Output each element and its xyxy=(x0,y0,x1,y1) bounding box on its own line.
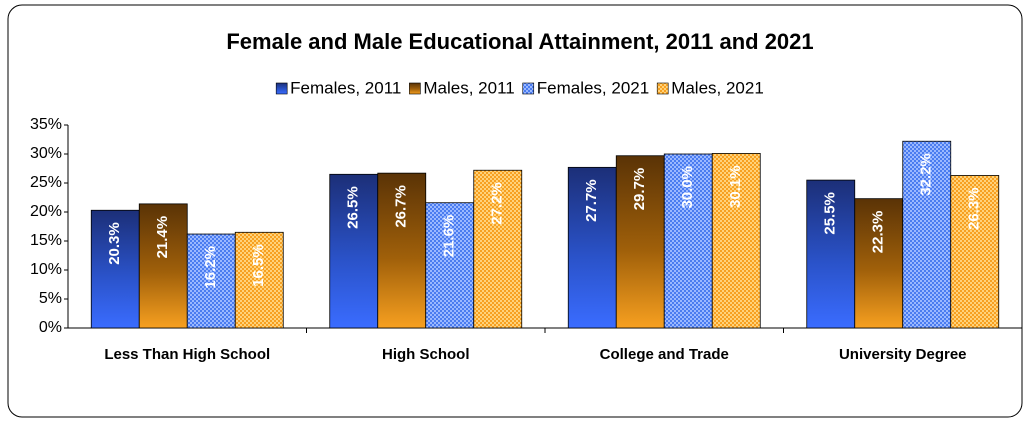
legend-label: Females, 2021 xyxy=(537,78,649,97)
x-tick-label: College and Trade xyxy=(600,346,729,363)
x-tick-label: High School xyxy=(382,346,470,363)
bar xyxy=(663,153,713,329)
bar xyxy=(234,231,284,329)
bar xyxy=(329,173,379,329)
y-tick-label: 5% xyxy=(39,290,62,307)
legend-swatch xyxy=(275,82,288,95)
value-label: 32.2% xyxy=(918,153,935,196)
value-label: 20.3% xyxy=(106,222,123,265)
bar xyxy=(711,153,761,329)
legend-swatch xyxy=(656,82,669,95)
value-label: 21.6% xyxy=(441,215,458,258)
bar xyxy=(950,175,1000,329)
value-label: 27.2% xyxy=(489,182,506,225)
y-tick-label: 25% xyxy=(30,174,62,191)
x-tick-label: Less Than High School xyxy=(104,346,270,363)
value-label: 26.3% xyxy=(966,187,983,230)
value-label: 26.7% xyxy=(393,185,410,228)
y-tick-label: 30% xyxy=(30,145,62,162)
value-label: 26.5% xyxy=(345,186,362,229)
value-label: 22.3% xyxy=(870,211,887,254)
value-label: 27.7% xyxy=(583,179,600,222)
y-tick-label: 0% xyxy=(39,319,62,336)
value-label: 16.2% xyxy=(202,246,219,289)
value-label: 30.1% xyxy=(727,165,744,208)
bar xyxy=(425,202,475,329)
y-tick-label: 10% xyxy=(30,261,62,278)
legend-swatch xyxy=(409,82,421,95)
legend-label: Females, 2011 xyxy=(290,78,401,97)
legend-label: Males, 2011 xyxy=(423,78,514,97)
bar xyxy=(186,233,236,329)
bar xyxy=(377,172,427,329)
x-tick-label: University Degree xyxy=(839,346,967,363)
y-tick-label: 35% xyxy=(30,116,62,133)
value-label: 21.4% xyxy=(154,216,171,259)
legend-swatch xyxy=(522,82,535,95)
bar xyxy=(567,166,617,329)
value-label: 16.5% xyxy=(250,244,267,287)
legend-label: Males, 2021 xyxy=(671,78,764,97)
value-label: 25.5% xyxy=(822,192,839,235)
chart-title: Female and Male Educational Attainment, … xyxy=(226,29,813,54)
bar xyxy=(902,140,952,329)
bar xyxy=(473,169,523,329)
bar xyxy=(615,155,665,329)
y-tick-label: 20% xyxy=(30,203,62,220)
y-tick-label: 15% xyxy=(30,232,62,249)
value-label: 29.7% xyxy=(631,168,648,211)
value-label: 30.0% xyxy=(679,166,696,209)
bar xyxy=(806,179,856,329)
